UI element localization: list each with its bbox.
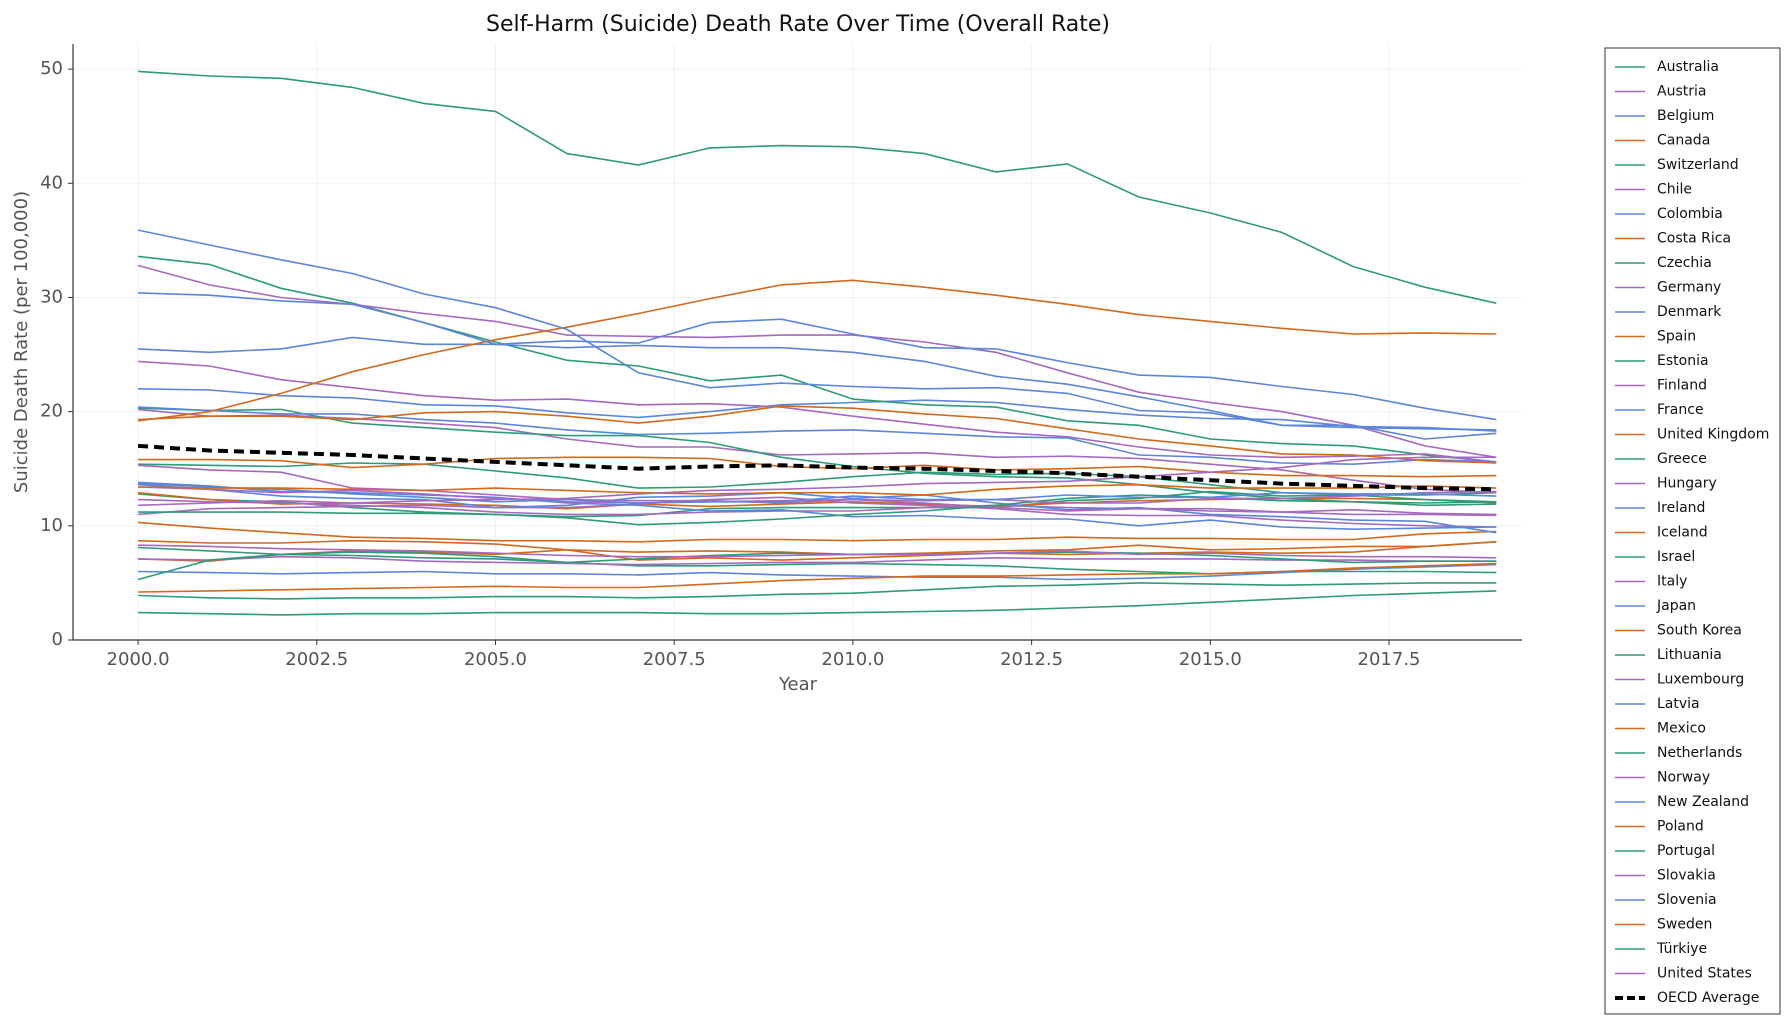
- legend-label: Sweden: [1657, 917, 1712, 933]
- legend-label: Japan: [1656, 598, 1696, 614]
- legend-label: Switzerland: [1657, 157, 1739, 173]
- legend: [1604, 47, 1781, 1015]
- legend-label: United States: [1657, 966, 1752, 982]
- series-line: [138, 494, 1497, 526]
- legend-label: Latvia: [1657, 696, 1700, 712]
- series-line: [138, 456, 1497, 507]
- legend-label: Canada: [1657, 133, 1710, 149]
- y-tick-label: 30: [40, 286, 63, 307]
- series-line: [138, 544, 1497, 559]
- legend-label: Chile: [1657, 182, 1692, 198]
- legend-label: Denmark: [1657, 304, 1722, 320]
- x-tick-label: 2017.5: [1358, 649, 1421, 670]
- y-tick-label: 20: [40, 401, 63, 422]
- legend-label: Hungary: [1657, 476, 1717, 492]
- series-line: [138, 388, 1497, 432]
- series-line: [138, 360, 1497, 463]
- legend-label: Estonia: [1657, 353, 1709, 369]
- series-line: [138, 483, 1497, 496]
- legend-label: Costa Rica: [1657, 231, 1731, 247]
- legend-label: Iceland: [1657, 525, 1708, 541]
- legend-label: Spain: [1657, 329, 1696, 345]
- legend-label: Netherlands: [1657, 745, 1742, 761]
- series-line: [138, 483, 1497, 534]
- y-tick-label: 10: [40, 515, 63, 536]
- y-axis-label: Suicide Death Rate (per 100,000): [11, 191, 32, 493]
- x-tick-label: 2015.0: [1179, 649, 1242, 670]
- series-line: [138, 541, 1497, 563]
- series-line: [138, 582, 1497, 600]
- series-line: [137, 264, 1497, 459]
- legend-label: Italy: [1657, 574, 1687, 590]
- legend-label: Greece: [1657, 451, 1707, 467]
- y-tick-label: 0: [52, 629, 63, 650]
- legend-label: Australia: [1657, 59, 1719, 75]
- series-line: [138, 406, 1497, 466]
- series-line: [137, 279, 1497, 422]
- legend-label: OECD Average: [1657, 990, 1759, 1006]
- series-line: [137, 443, 1497, 492]
- series-line: [138, 521, 1497, 543]
- series-line: [137, 551, 1497, 581]
- legend-label: Portugal: [1657, 843, 1715, 859]
- series-line: [137, 229, 1497, 440]
- series-line: [138, 590, 1497, 616]
- x-tick-label: 2007.5: [643, 649, 706, 670]
- series-line: [138, 490, 1497, 518]
- legend-label: Luxembourg: [1657, 672, 1744, 688]
- legend-label: United Kingdom: [1657, 427, 1769, 443]
- plot-lines: [137, 70, 1497, 616]
- series-line: [138, 336, 1497, 431]
- series-line: [138, 555, 1497, 566]
- series-line: [138, 407, 1497, 507]
- x-tick-label: 2000.0: [107, 649, 170, 670]
- series-line: [138, 486, 1497, 504]
- x-tick-label: 2012.5: [1000, 649, 1063, 670]
- legend-label: Lithuania: [1657, 647, 1722, 663]
- legend-label: New Zealand: [1657, 794, 1749, 810]
- legend-label: Austria: [1657, 84, 1706, 100]
- legend-label: Ireland: [1657, 500, 1705, 516]
- series-line: [138, 405, 1497, 464]
- legend-label: France: [1657, 402, 1704, 418]
- chart-title: Self-Harm (Suicide) Death Rate Over Time…: [486, 12, 1110, 37]
- legend-label: Norway: [1657, 770, 1710, 786]
- legend-label: Slovakia: [1657, 868, 1716, 884]
- legend-label: Mexico: [1657, 721, 1706, 737]
- legend-label: Slovenia: [1657, 892, 1717, 908]
- series-line: [138, 562, 1497, 593]
- legend-items: Australia Austria Belgium Canada Switzerland…: [1615, 59, 1769, 1006]
- series-line: [138, 482, 1497, 504]
- series-line: [138, 481, 1497, 531]
- series-line: [138, 292, 1497, 421]
- series-line: [138, 70, 1497, 304]
- legend-label: Finland: [1657, 378, 1707, 394]
- x-tick-label: 2010.0: [821, 649, 884, 670]
- legend-label: South Korea: [1657, 623, 1742, 639]
- x-axis-label: Year: [778, 674, 818, 695]
- legend-label: Belgium: [1657, 108, 1714, 124]
- x-tick-label: 2002.5: [285, 649, 348, 670]
- legend-label: Germany: [1657, 280, 1721, 296]
- legend-label: Israel: [1657, 549, 1695, 565]
- legend-label: Poland: [1657, 819, 1704, 835]
- legend-label: Türkiye: [1656, 941, 1707, 957]
- series-line: [138, 464, 1497, 516]
- legend-label: Colombia: [1657, 206, 1723, 222]
- series-line: [138, 462, 1497, 503]
- y-tick-label: 40: [40, 172, 63, 193]
- x-tick-label: 2005.0: [464, 649, 527, 670]
- y-tick-label: 50: [40, 58, 63, 79]
- series-line: [138, 563, 1497, 581]
- legend-label: Czechia: [1657, 255, 1712, 271]
